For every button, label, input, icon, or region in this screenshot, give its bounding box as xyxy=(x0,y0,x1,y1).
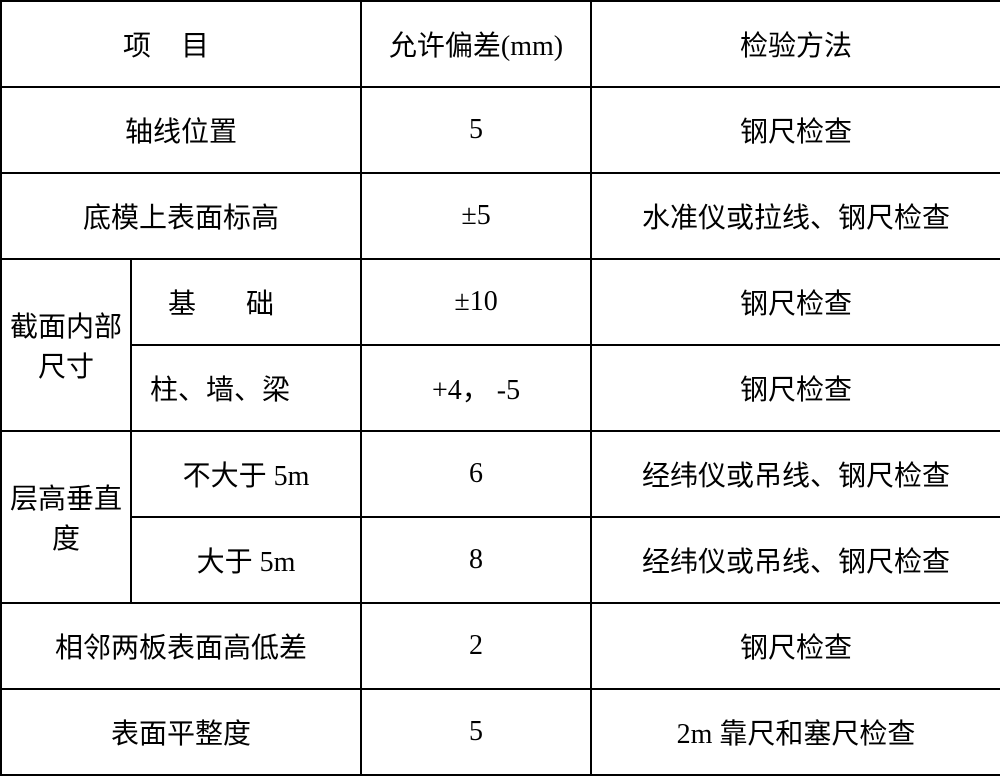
table-row: 大于 5m 8 经纬仪或吊线、钢尺检查 xyxy=(1,517,1000,603)
header-method: 检验方法 xyxy=(591,1,1000,87)
row-subitem: 基础 xyxy=(131,259,361,345)
row-item-merged: 层高垂直度 xyxy=(1,431,131,603)
row-tolerance: +4， -5 xyxy=(361,345,591,431)
table-row: 相邻两板表面高低差 2 钢尺检查 xyxy=(1,603,1000,689)
row-subitem: 柱、墙、梁 xyxy=(131,345,361,431)
row-method: 钢尺检查 xyxy=(591,87,1000,173)
row-subitem: 大于 5m xyxy=(131,517,361,603)
row-method: 水准仪或拉线、钢尺检查 xyxy=(591,173,1000,259)
row-tolerance: 5 xyxy=(361,87,591,173)
row-subitem: 不大于 5m xyxy=(131,431,361,517)
table-row: 轴线位置 5 钢尺检查 xyxy=(1,87,1000,173)
table-row: 层高垂直度 不大于 5m 6 经纬仪或吊线、钢尺检查 xyxy=(1,431,1000,517)
row-tolerance: 2 xyxy=(361,603,591,689)
row-item-merged: 截面内部尺寸 xyxy=(1,259,131,431)
row-method: 钢尺检查 xyxy=(591,259,1000,345)
header-tolerance: 允许偏差(mm) xyxy=(361,1,591,87)
row-subitem-text: 基础 xyxy=(168,289,324,320)
row-method: 2m 靠尺和塞尺检查 xyxy=(591,689,1000,775)
tolerance-table: 项目 允许偏差(mm) 检验方法 轴线位置 5 钢尺检查 底模上表面标高 ±5 … xyxy=(0,0,1000,776)
header-item-text: 项目 xyxy=(123,31,239,62)
row-method: 钢尺检查 xyxy=(591,603,1000,689)
table-row: 表面平整度 5 2m 靠尺和塞尺检查 xyxy=(1,689,1000,775)
row-item: 表面平整度 xyxy=(1,689,361,775)
row-item: 底模上表面标高 xyxy=(1,173,361,259)
row-tolerance: 8 xyxy=(361,517,591,603)
table-row: 底模上表面标高 ±5 水准仪或拉线、钢尺检查 xyxy=(1,173,1000,259)
header-item: 项目 xyxy=(1,1,361,87)
row-tolerance: 6 xyxy=(361,431,591,517)
table-row: 截面内部尺寸 基础 ±10 钢尺检查 xyxy=(1,259,1000,345)
row-method: 钢尺检查 xyxy=(591,345,1000,431)
row-item: 轴线位置 xyxy=(1,87,361,173)
row-tolerance: ±5 xyxy=(361,173,591,259)
row-method: 经纬仪或吊线、钢尺检查 xyxy=(591,517,1000,603)
table-row: 柱、墙、梁 +4， -5 钢尺检查 xyxy=(1,345,1000,431)
table-header-row: 项目 允许偏差(mm) 检验方法 xyxy=(1,1,1000,87)
row-item: 相邻两板表面高低差 xyxy=(1,603,361,689)
row-tolerance: 5 xyxy=(361,689,591,775)
row-method: 经纬仪或吊线、钢尺检查 xyxy=(591,431,1000,517)
row-tolerance: ±10 xyxy=(361,259,591,345)
